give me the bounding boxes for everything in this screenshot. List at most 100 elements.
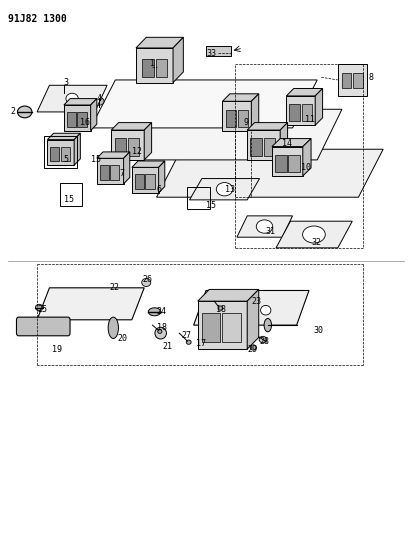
Polygon shape [198,301,247,349]
Polygon shape [64,105,91,131]
Text: 10: 10 [301,164,311,172]
Polygon shape [272,139,311,147]
Bar [60,183,82,206]
Polygon shape [157,149,383,197]
Text: 15: 15 [206,201,216,209]
Polygon shape [286,96,315,125]
Polygon shape [222,101,251,131]
Bar [288,155,300,172]
Text: 13: 13 [225,185,234,193]
Bar [128,138,139,156]
Text: 1: 1 [150,60,155,68]
Polygon shape [132,161,165,167]
Polygon shape [64,99,97,105]
Ellipse shape [216,182,233,196]
Polygon shape [303,139,311,176]
Ellipse shape [35,304,43,311]
Polygon shape [190,179,260,200]
Polygon shape [91,99,97,131]
Text: 9: 9 [243,118,248,127]
Polygon shape [124,152,130,184]
Bar [142,59,154,77]
Text: 33: 33 [206,49,216,58]
Polygon shape [247,123,288,130]
Bar [289,104,300,121]
Polygon shape [111,130,144,160]
Polygon shape [173,37,183,83]
Bar [226,110,236,127]
Ellipse shape [264,318,272,332]
Bar [275,155,287,172]
Text: 17: 17 [196,340,206,348]
Polygon shape [247,289,259,349]
Bar [353,73,363,88]
Text: 20: 20 [117,334,127,343]
Text: 16: 16 [80,118,90,127]
Text: 4: 4 [97,94,102,103]
Polygon shape [74,133,80,165]
Ellipse shape [229,298,253,318]
Ellipse shape [186,340,191,344]
Ellipse shape [148,308,161,316]
Text: 28: 28 [260,337,269,345]
Text: 26: 26 [142,276,152,284]
Text: 27: 27 [181,332,191,340]
Polygon shape [251,94,259,131]
Ellipse shape [60,93,68,99]
Ellipse shape [142,278,151,287]
Polygon shape [247,130,280,160]
Bar [222,313,241,342]
Text: 15: 15 [91,156,101,164]
Polygon shape [159,161,165,193]
Bar [100,165,109,180]
Bar [302,104,312,121]
Bar [250,138,262,156]
Bar [50,147,59,161]
Ellipse shape [18,106,32,118]
Text: 15: 15 [64,196,74,204]
Bar [238,110,248,127]
Bar [202,313,220,342]
Polygon shape [136,48,173,83]
Polygon shape [136,37,183,48]
Polygon shape [91,80,317,128]
Text: 6: 6 [157,185,162,193]
Ellipse shape [250,345,256,350]
Ellipse shape [158,329,162,334]
Bar [187,187,210,209]
Text: 2: 2 [10,108,15,116]
Ellipse shape [108,317,119,338]
Bar [156,59,167,77]
Polygon shape [280,123,288,160]
Text: 32: 32 [311,238,321,247]
Text: 22: 22 [109,284,119,292]
Bar [77,112,87,127]
Ellipse shape [302,226,325,243]
Bar [135,174,144,189]
Polygon shape [237,216,293,237]
Bar [342,73,351,88]
Bar [44,136,77,168]
Text: 11: 11 [305,116,315,124]
Text: 7: 7 [119,169,124,177]
Text: 12: 12 [132,148,142,156]
Polygon shape [272,147,303,176]
Ellipse shape [66,93,78,104]
Polygon shape [198,289,259,301]
Bar [110,165,119,180]
Polygon shape [144,123,152,160]
Polygon shape [37,288,144,320]
Polygon shape [132,167,159,193]
Polygon shape [111,123,152,130]
Bar [206,46,231,56]
Text: 21: 21 [163,342,173,351]
Bar [67,112,76,127]
Text: 18: 18 [216,305,226,313]
Polygon shape [37,85,107,112]
Text: 14: 14 [282,140,292,148]
Bar [61,147,70,161]
Polygon shape [97,152,130,158]
Text: 30: 30 [313,326,323,335]
Polygon shape [97,158,124,184]
Text: 29: 29 [247,345,257,353]
